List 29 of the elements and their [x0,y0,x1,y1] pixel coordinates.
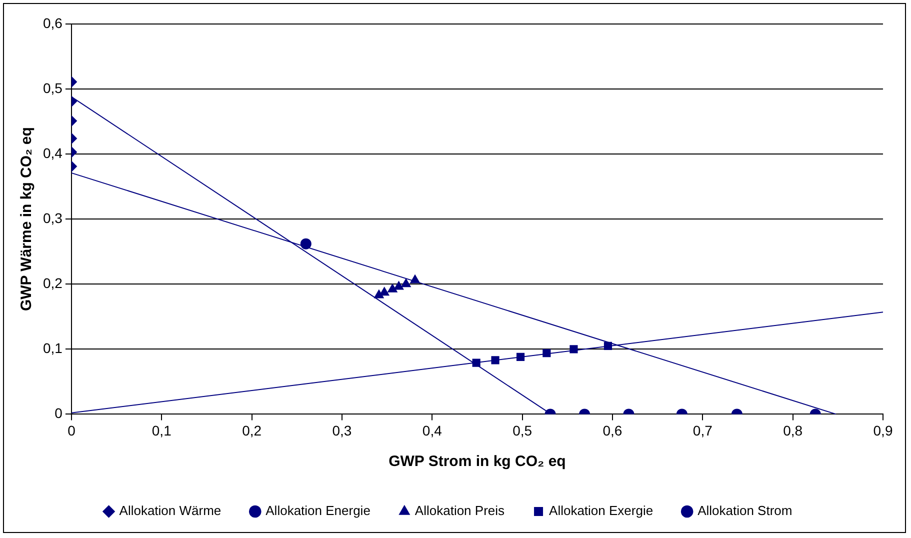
point [394,281,404,290]
point [380,287,390,296]
x-tick-label: 0,7 [692,422,713,438]
y-tick-label: 0,2 [42,274,63,291]
legend-label: Allokation Energie [266,503,370,518]
legend-label: Allokation Exergie [549,503,654,518]
x-tick-label: 0,2 [242,422,262,438]
y-tick-label: 0,6 [42,14,63,31]
point [401,278,411,288]
y-tick-label: 0 [54,405,63,422]
y-tick-label: 0,5 [42,80,63,96]
x-tick-label: 0,5 [512,422,532,438]
y-tick-label: 0,4 [42,144,63,161]
y-tick-label: 0,1 [42,340,63,356]
x-tick-label: 0,4 [422,422,442,438]
x-tick-label: 0,3 [332,422,352,438]
y-tick-label: 0,3 [42,210,63,226]
x-tick-label: 0 [68,422,76,438]
x-tick-label: 0,6 [602,422,622,438]
legend-label: Allokation Wärme [119,503,222,518]
x-tick-label: 0,1 [152,422,172,438]
legend-label: Allokation Strom [698,503,792,518]
x-axis-title: GWP Strom in kg CO₂ eq [388,453,566,470]
y-axis-title: GWP Wärme in kg CO₂ eq [18,127,36,312]
x-tick-label: 0,8 [783,422,803,438]
legend-label: Allokation Preis [414,503,506,518]
x-tick-label: 0,9 [873,422,893,438]
point [388,284,398,292]
point [300,238,312,250]
